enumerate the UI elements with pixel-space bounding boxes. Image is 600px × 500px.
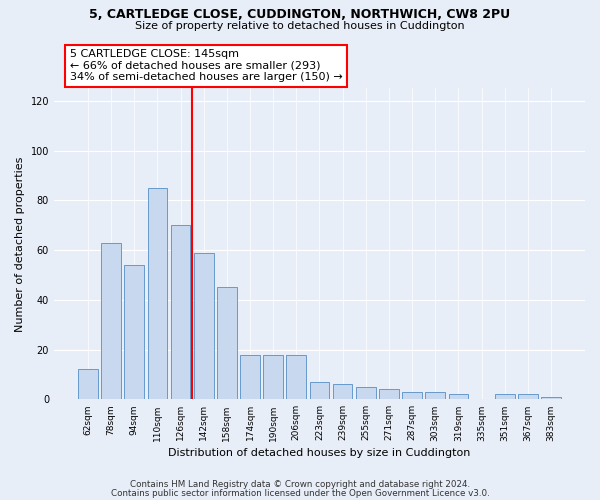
Bar — [495, 394, 515, 400]
Bar — [148, 188, 167, 400]
Bar — [356, 387, 376, 400]
Bar — [379, 390, 399, 400]
Y-axis label: Number of detached properties: Number of detached properties — [15, 156, 25, 332]
Bar — [310, 382, 329, 400]
Text: Contains public sector information licensed under the Open Government Licence v3: Contains public sector information licen… — [110, 488, 490, 498]
Bar — [449, 394, 468, 400]
Text: Size of property relative to detached houses in Cuddington: Size of property relative to detached ho… — [135, 21, 465, 31]
Text: 5, CARTLEDGE CLOSE, CUDDINGTON, NORTHWICH, CW8 2PU: 5, CARTLEDGE CLOSE, CUDDINGTON, NORTHWIC… — [89, 8, 511, 20]
Text: 5 CARTLEDGE CLOSE: 145sqm
← 66% of detached houses are smaller (293)
34% of semi: 5 CARTLEDGE CLOSE: 145sqm ← 66% of detac… — [70, 49, 343, 82]
Bar — [333, 384, 352, 400]
Bar — [541, 397, 561, 400]
Bar — [217, 288, 236, 400]
Bar — [286, 354, 306, 400]
Bar — [425, 392, 445, 400]
Bar — [101, 242, 121, 400]
Bar — [402, 392, 422, 400]
Bar — [263, 354, 283, 400]
Bar — [170, 225, 190, 400]
Bar — [194, 252, 214, 400]
Bar — [78, 370, 98, 400]
X-axis label: Distribution of detached houses by size in Cuddington: Distribution of detached houses by size … — [168, 448, 470, 458]
Bar — [240, 354, 260, 400]
Bar — [124, 265, 144, 400]
Text: Contains HM Land Registry data © Crown copyright and database right 2024.: Contains HM Land Registry data © Crown c… — [130, 480, 470, 489]
Bar — [518, 394, 538, 400]
